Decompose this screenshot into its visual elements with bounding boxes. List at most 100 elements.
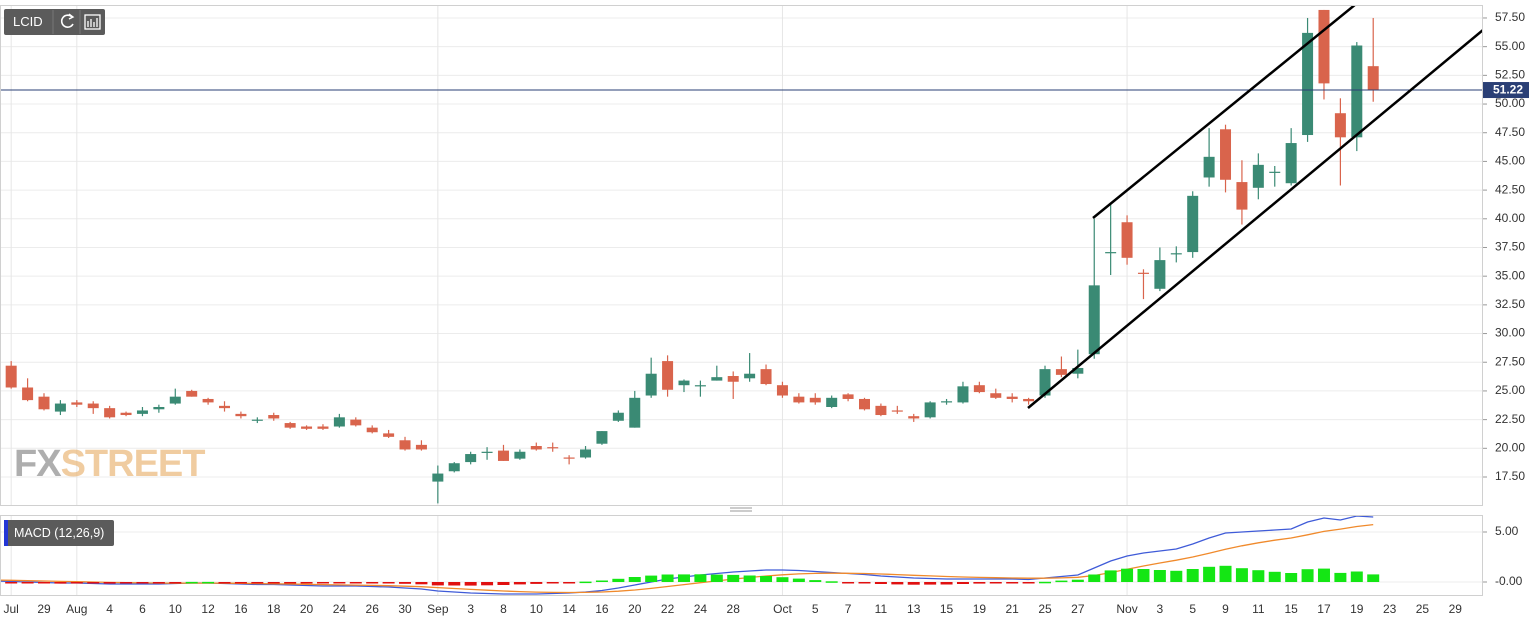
candle-body: [645, 373, 657, 396]
y-tick-label: 25.00: [1495, 383, 1525, 397]
candle-body: [284, 423, 296, 428]
candle-body: [481, 451, 493, 453]
histogram-bar: [891, 582, 904, 585]
candle-body: [1351, 45, 1363, 138]
candle-body: [1137, 272, 1149, 274]
indicators-button[interactable]: [84, 14, 101, 30]
histogram-bar: [842, 582, 855, 584]
histogram-bar: [1104, 570, 1117, 582]
x-tick-label: 10: [530, 602, 544, 616]
x-tick-label: 19: [973, 602, 987, 616]
histogram-bar: [267, 582, 280, 584]
histogram-bar: [1268, 571, 1281, 582]
candle-body: [1072, 367, 1084, 374]
histogram-bar: [300, 582, 313, 584]
candle-body: [1252, 164, 1264, 188]
histogram-bar: [628, 577, 641, 582]
candle-body: [383, 433, 395, 437]
candle-body: [957, 386, 969, 403]
candle-body: [563, 457, 575, 459]
y-tick-label: 37.50: [1495, 240, 1525, 254]
toolbar: LCID: [4, 9, 105, 35]
histogram-bar: [1186, 569, 1199, 582]
candle-body: [38, 396, 50, 410]
histogram-bar: [136, 582, 149, 584]
histogram-bar: [809, 580, 822, 582]
candle-body: [826, 397, 838, 407]
candle-body: [1302, 32, 1314, 136]
candle-body: [1220, 129, 1232, 180]
candle-body: [941, 401, 953, 403]
histogram-bar: [776, 577, 789, 582]
x-tick-label: 6: [139, 602, 146, 616]
panel-resize-handle[interactable]: [730, 507, 752, 512]
symbol[interactable]: LCID: [13, 14, 43, 29]
y-tick-label: 22.50: [1495, 412, 1525, 426]
candle-body: [612, 412, 624, 421]
candle-body: [580, 449, 592, 458]
histogram-bar: [1203, 566, 1216, 582]
x-tick-label: Aug: [66, 602, 87, 616]
x-tick-label: 3: [467, 602, 474, 616]
x-tick-label: Jul: [4, 602, 19, 616]
histogram-bar: [185, 581, 198, 584]
histogram-bar: [1285, 573, 1298, 582]
candle-body: [120, 412, 132, 416]
histogram-bar: [874, 582, 887, 584]
candle-body: [1121, 222, 1133, 258]
candle-body: [5, 365, 17, 388]
histogram-bar: [677, 574, 690, 582]
candle-body: [1105, 252, 1117, 254]
x-tick-label: 15: [940, 602, 954, 616]
candle-body: [1006, 396, 1018, 399]
candle-body: [924, 402, 936, 418]
x-tick-label: 21: [1006, 602, 1020, 616]
x-tick-label: 18: [267, 602, 281, 616]
x-tick-label: 11: [875, 602, 888, 616]
candle-body: [333, 417, 345, 427]
candle-body: [875, 405, 887, 416]
candle-body: [793, 396, 805, 403]
candle-body: [415, 444, 427, 450]
histogram-bar: [1088, 574, 1101, 582]
histogram-bar: [382, 582, 395, 584]
candle-body: [432, 473, 444, 482]
histogram-bar: [940, 582, 953, 585]
x-tick-label: 5: [1189, 602, 1196, 616]
histogram-bar: [1022, 582, 1035, 584]
refresh-arrow: [68, 13, 75, 20]
x-tick-label: 11: [1252, 602, 1265, 616]
histogram-bar: [54, 582, 67, 584]
price-panel: [0, 9, 1483, 504]
candle-body: [219, 405, 231, 409]
candle-body: [908, 416, 920, 419]
x-tick-label: 16: [234, 602, 248, 616]
histogram-bar: [481, 582, 494, 586]
candle-body: [1203, 156, 1215, 178]
x-tick-label: 5: [812, 602, 819, 616]
histogram-bar: [1235, 568, 1248, 582]
histogram-bar: [284, 582, 297, 584]
candle-body: [842, 394, 854, 399]
histogram-bar: [1170, 570, 1183, 582]
y-tick-label: 45.00: [1495, 154, 1525, 168]
histogram-bar: [169, 582, 182, 584]
histogram-bar: [1071, 579, 1084, 582]
refresh-button[interactable]: [60, 13, 75, 28]
candle-body: [235, 413, 247, 417]
x-tick-label: 19: [1350, 602, 1364, 616]
candle-body: [186, 390, 198, 397]
candle-body: [973, 385, 985, 393]
candle-body: [760, 369, 772, 385]
candle-body: [301, 426, 313, 429]
indicators-icon: [84, 14, 101, 30]
x-tick-label: Nov: [1116, 602, 1137, 616]
candle-body: [153, 406, 165, 410]
histogram-bar: [792, 578, 805, 582]
candle-body: [744, 373, 756, 379]
histogram-bar: [1301, 569, 1314, 582]
x-tick-label: 14: [562, 602, 576, 616]
x-tick-label: 20: [300, 602, 314, 616]
